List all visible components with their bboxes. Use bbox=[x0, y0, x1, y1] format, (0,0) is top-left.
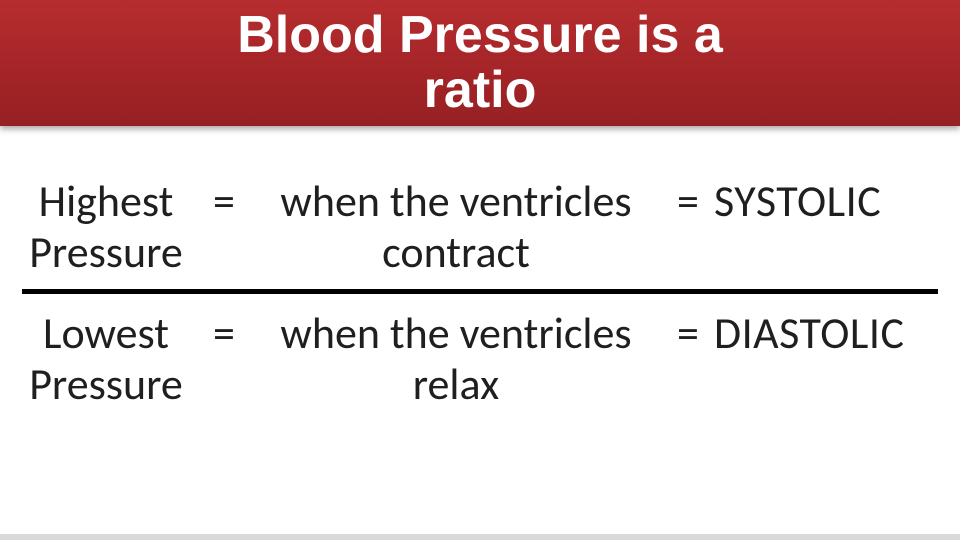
bottom-left-label: Lowest Pressure bbox=[10, 308, 202, 409]
ratio-bottom-row: Lowest Pressure = when the ventricles re… bbox=[10, 308, 950, 409]
top-left-line1: Highest bbox=[10, 176, 202, 227]
bottom-mid-line1: when the ventricles bbox=[246, 308, 666, 359]
title-bar: Blood Pressure is aratio bbox=[0, 0, 960, 126]
top-left-line2: Pressure bbox=[10, 227, 202, 278]
title-line-1: Blood Pressure is aratio bbox=[237, 6, 723, 119]
top-mid-line1: when the ventricles bbox=[246, 176, 666, 227]
top-left-label: Highest Pressure bbox=[10, 176, 202, 277]
top-mid-line2: contract bbox=[246, 227, 666, 278]
content-area: Highest Pressure = when the ventricles c… bbox=[0, 126, 960, 540]
bottom-left-line2: Pressure bbox=[10, 359, 202, 410]
equals-sign: = bbox=[666, 176, 710, 227]
top-mid-description: when the ventricles contract bbox=[246, 176, 666, 277]
equals-sign: = bbox=[202, 308, 246, 359]
ratio-top-row: Highest Pressure = when the ventricles c… bbox=[10, 176, 950, 277]
bottom-right-term: DIASTOLIC bbox=[710, 308, 950, 359]
slide-title: Blood Pressure is aratio bbox=[237, 8, 723, 117]
bottom-left-line1: Lowest bbox=[10, 308, 202, 359]
bottom-mid-line2: relax bbox=[246, 359, 666, 410]
ratio-divider-line bbox=[22, 289, 938, 294]
equals-sign: = bbox=[666, 308, 710, 359]
bottom-mid-description: when the ventricles relax bbox=[246, 308, 666, 409]
equals-sign: = bbox=[202, 176, 246, 227]
footer-accent-line bbox=[0, 534, 960, 540]
top-right-term: SYSTOLIC bbox=[710, 176, 950, 227]
